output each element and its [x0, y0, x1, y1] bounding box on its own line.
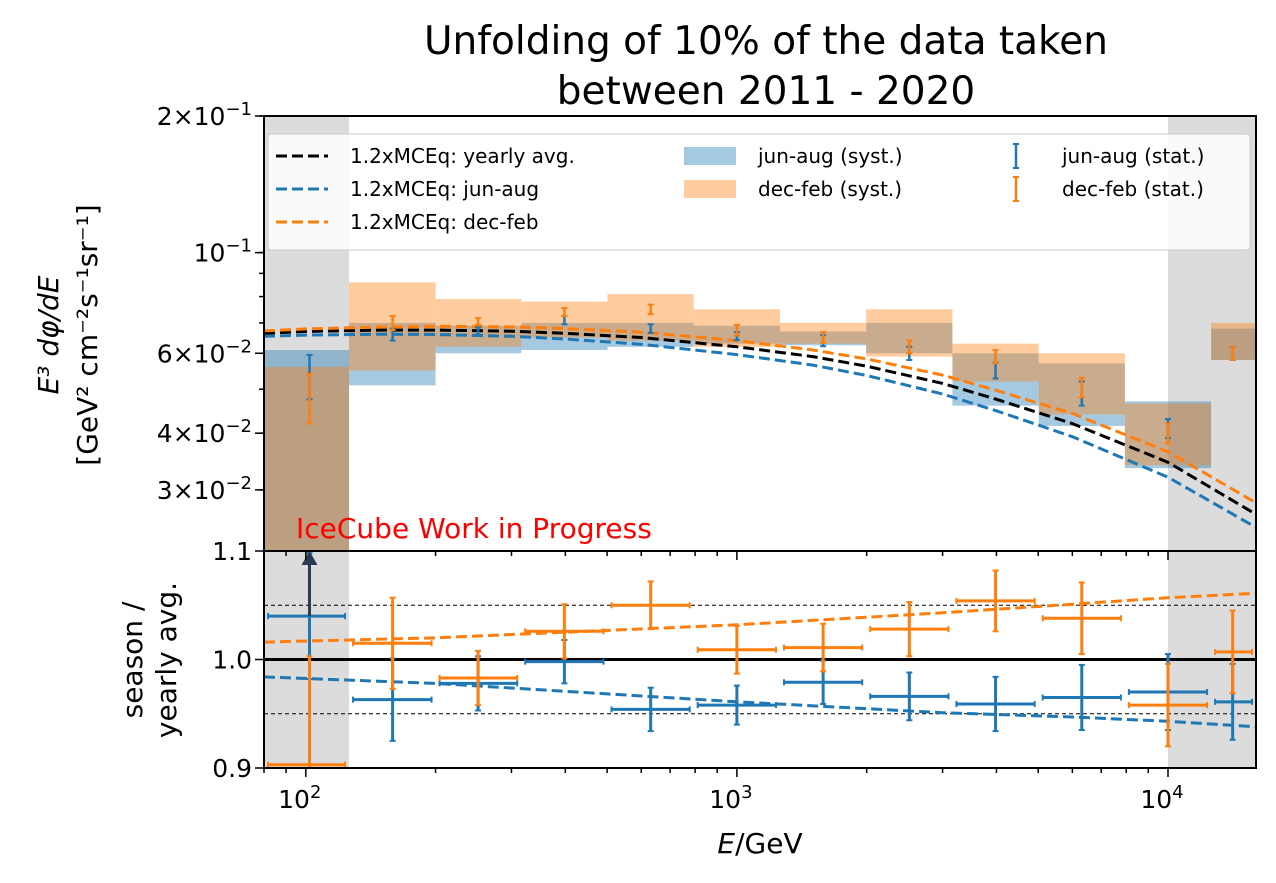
y-tick-label-exp: −2 [225, 336, 252, 357]
model-curve-jun-aug [264, 332, 1256, 529]
y-tick-label-part: × [173, 339, 194, 368]
y-tick-label-part: × [173, 102, 194, 131]
x-tick-label-base: 10 [278, 785, 310, 814]
x-tick-label-base: 10 [709, 785, 741, 814]
y-tick-label-part: × [173, 476, 194, 505]
legend: 1.2xMCEq: yearly avg. 1.2xMCEq: jun-aug 1.… [267, 133, 1251, 251]
syst-band-jun-aug [521, 322, 608, 351]
chart-title-line-1: Unfolding of 10% of the data taken [424, 19, 1108, 64]
y-tick-label-part: 10 [194, 339, 226, 368]
y-tick-label-ratio: 1.0 [212, 646, 252, 675]
chart-title-line-2: between 2011 - 2020 [557, 69, 975, 114]
legend-label: 1.2xMCEq: dec-feb [350, 210, 539, 234]
y-tick-label-top: 6×10−2 [157, 336, 252, 368]
legend-entry: 1.2xMCEq: jun-aug [276, 177, 539, 201]
ratio-model-jun-aug [264, 675, 1256, 729]
top-y-axis-label-2: [GeV² cm⁻²s⁻¹sr⁻¹] [71, 204, 104, 465]
ratio-panel-plot [264, 551, 1256, 768]
legend-entry: jun-aug (stat.) [1013, 143, 1204, 169]
y-tick-label-exp: −2 [225, 416, 252, 437]
ratio-y-axis-label-1: season / [116, 601, 149, 718]
legend-label: dec-feb (stat.) [1062, 177, 1204, 201]
legend-patch-swatch [684, 147, 736, 165]
x-tick-label-base: 10 [1140, 785, 1172, 814]
x-tick-label-exp: 4 [1172, 782, 1183, 803]
y-tick-label-part: 4 [157, 419, 173, 448]
y-tick-label-part: 10 [194, 476, 226, 505]
legend-entry: jun-aug (syst.) [684, 144, 903, 168]
y-tick-label-top: 10−1 [194, 236, 252, 268]
y-tick-label-part: 10 [194, 239, 226, 268]
y-tick-label-top: 2×10−1 [157, 99, 252, 131]
legend-patch-swatch [684, 180, 736, 198]
overflow-arrow-head [301, 551, 318, 565]
legend-label: 1.2xMCEq: jun-aug [350, 177, 539, 201]
ratio-y-axis-label-2: yearly avg. [150, 582, 183, 738]
y-tick-label-top: 4×10−2 [157, 416, 252, 448]
y-tick-label-part: 10 [194, 419, 226, 448]
legend-entry: 1.2xMCEq: yearly avg. [276, 144, 575, 168]
chart-title: Unfolding of 10% of the data taken betwe… [424, 19, 1108, 114]
syst-band-jun-aug [264, 350, 350, 551]
x-axis-label-unit: /GeV [735, 827, 803, 860]
legend-label: 1.2xMCEq: yearly avg. [350, 144, 575, 168]
y-tick-label-part: × [173, 419, 194, 448]
x-tick-label: 102 [278, 782, 321, 814]
y-tick-label-top: 3×10−2 [157, 473, 252, 505]
top-y-axis-label-1: E³ dφ/dE [32, 275, 65, 394]
model-curve-yearly-avg [264, 328, 1256, 516]
y-tick-label-part: 2 [157, 102, 173, 131]
legend-label: jun-aug (stat.) [1061, 144, 1204, 168]
x-tick-label-exp: 2 [310, 782, 321, 803]
y-tick-label-part: 6 [157, 339, 173, 368]
x-axis-label: E/GeV [717, 827, 802, 860]
y-tick-label-exp: −2 [225, 473, 252, 494]
legend-label: jun-aug (syst.) [757, 144, 903, 168]
y-tick-label-ratio: 1.1 [212, 537, 252, 566]
y-tick-label-ratio: 0.9 [212, 754, 252, 783]
x-axis-label-variable: E [717, 827, 735, 860]
legend-entry: dec-feb (stat.) [1013, 176, 1204, 202]
legend-box [267, 133, 1251, 251]
y-tick-label-part: 10 [194, 102, 226, 131]
y-tick-label-exp: −1 [225, 236, 252, 257]
legend-entry: dec-feb (syst.) [684, 177, 902, 201]
x-tick-label: 103 [709, 782, 752, 814]
y-tick-label-part: 3 [157, 476, 173, 505]
syst-band-dec-feb [264, 366, 350, 551]
x-tick-label-exp: 3 [741, 782, 752, 803]
x-tick-label: 104 [1140, 782, 1183, 814]
legend-label: dec-feb (syst.) [758, 177, 902, 201]
watermark: IceCube Work in Progress [296, 512, 652, 545]
legend-entry: 1.2xMCEq: dec-feb [276, 210, 539, 234]
ratio-model-dec-feb [264, 591, 1256, 644]
y-tick-label-exp: −1 [225, 99, 252, 120]
